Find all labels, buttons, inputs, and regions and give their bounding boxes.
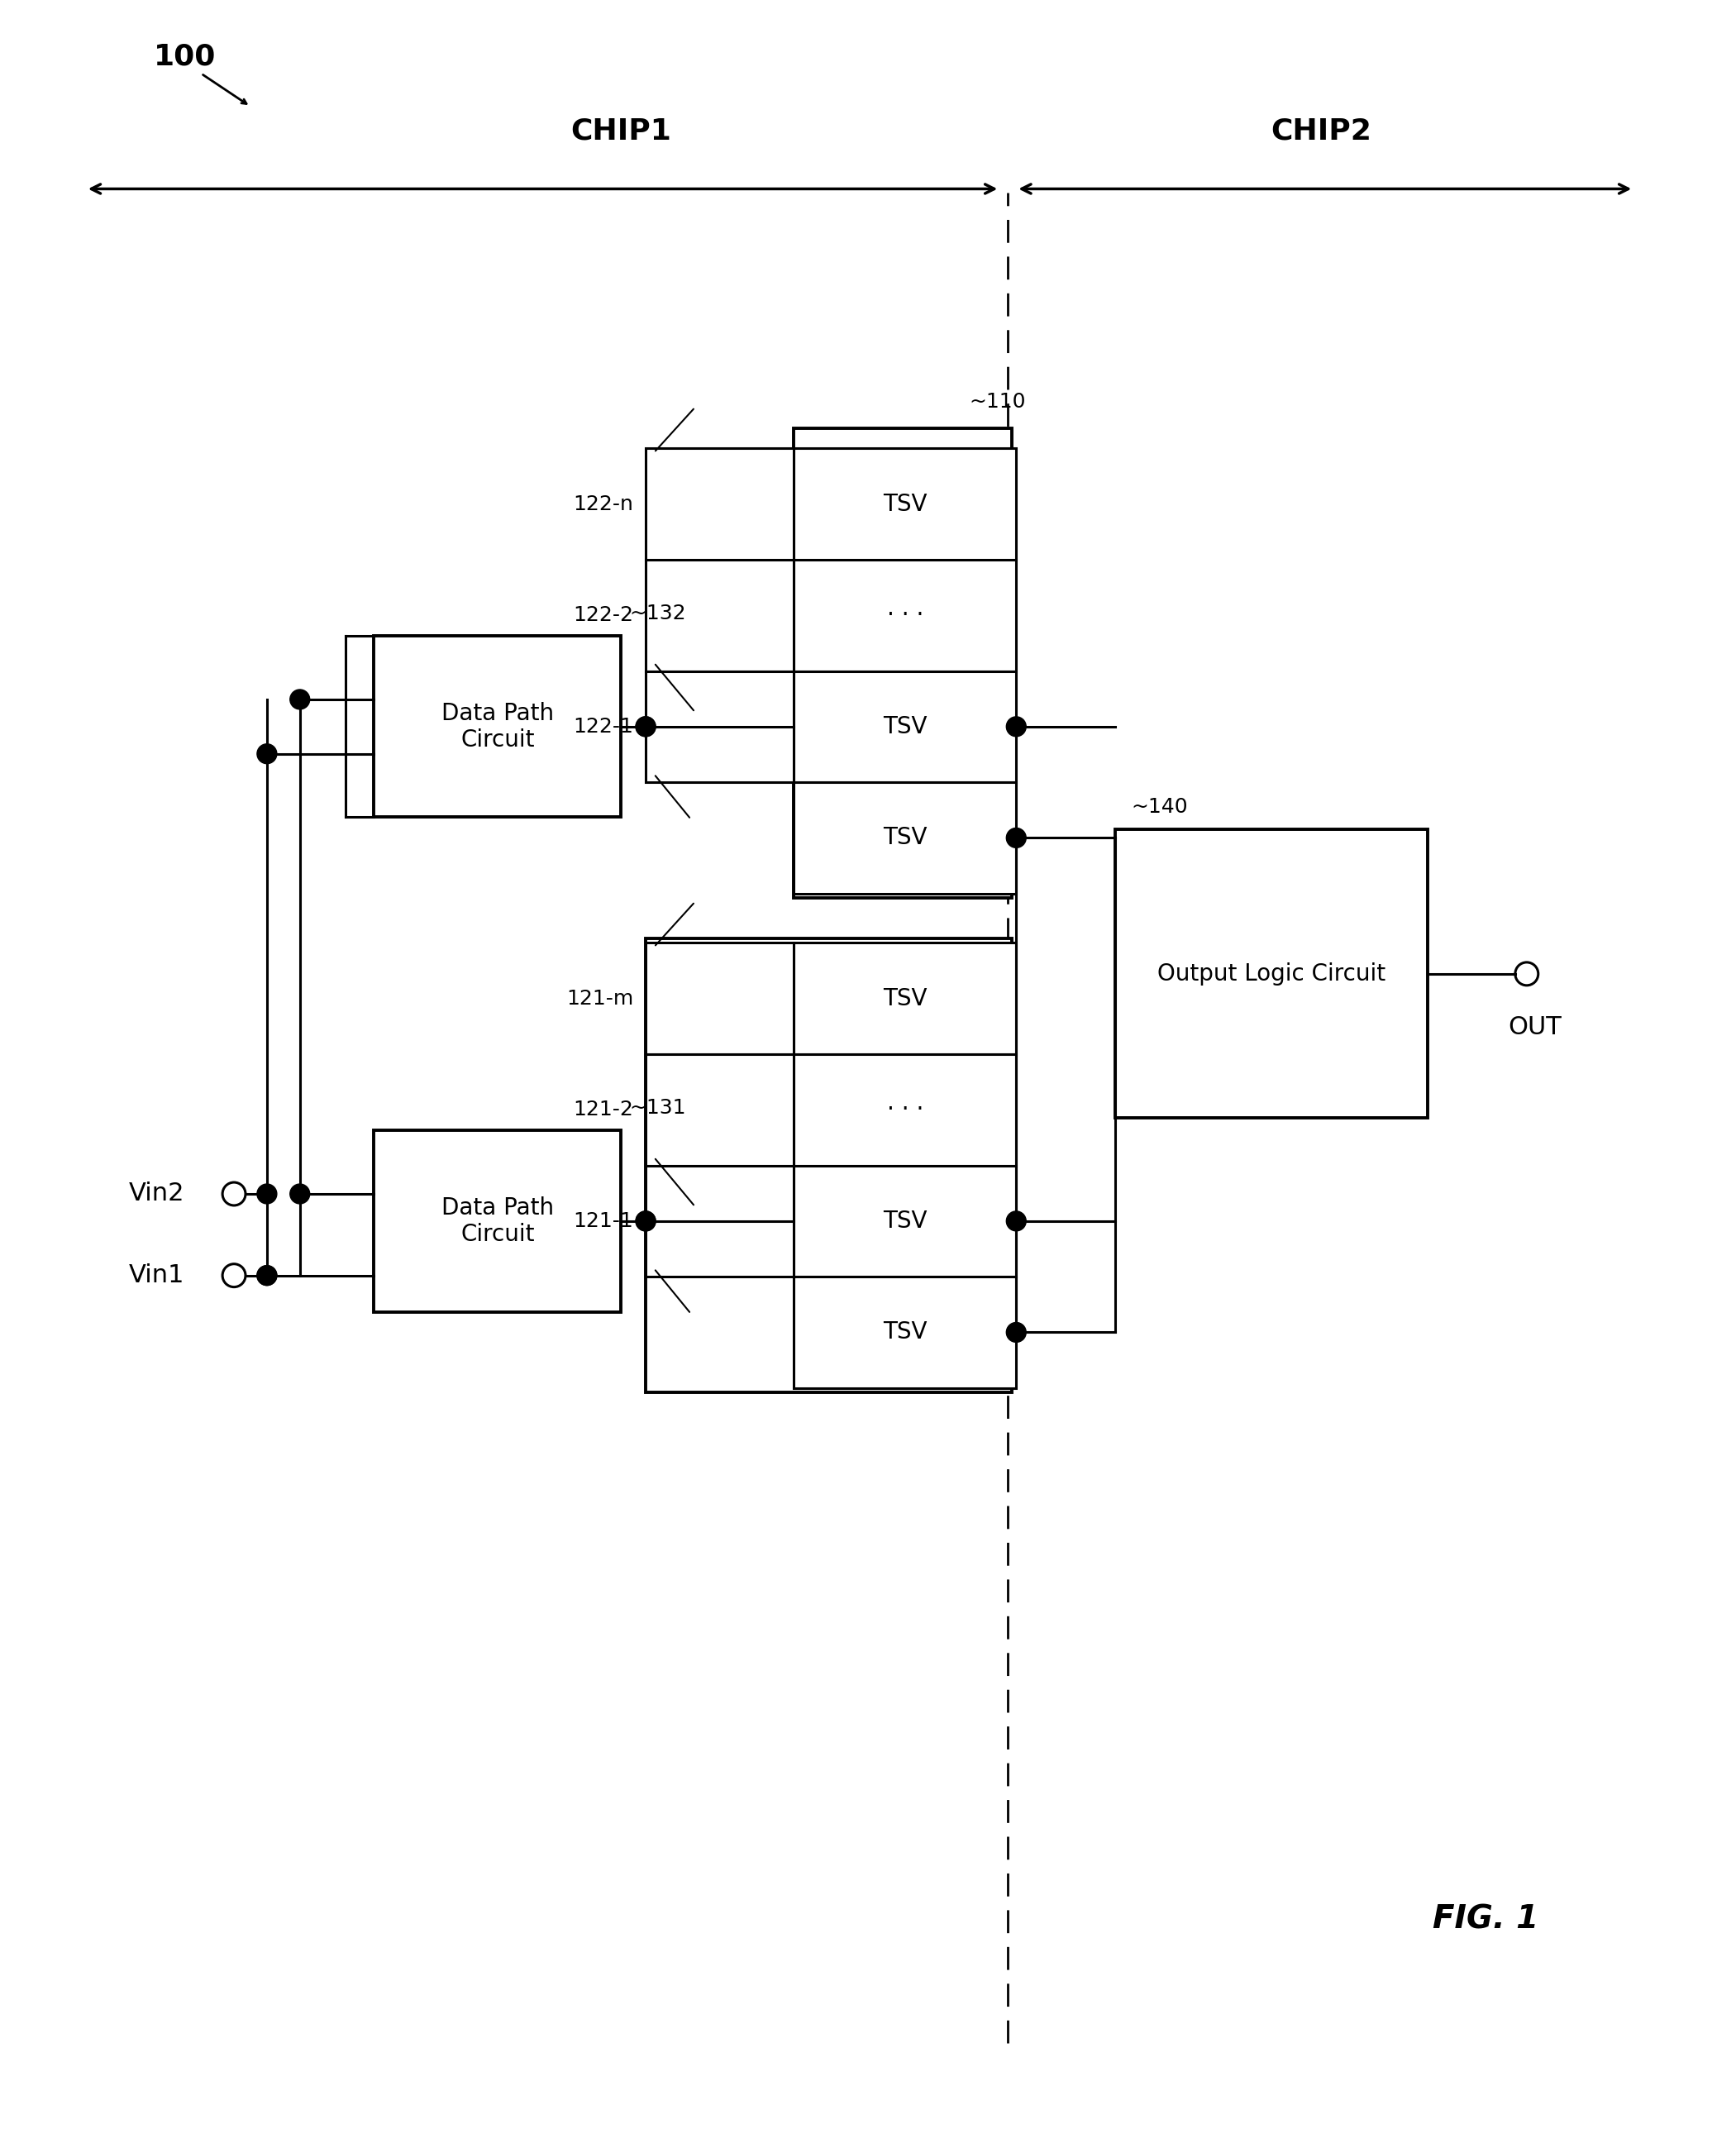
Text: · · ·: · · · (887, 605, 924, 626)
Bar (646, 671, 793, 781)
Circle shape (635, 1211, 656, 1231)
Circle shape (1007, 828, 1026, 847)
Circle shape (257, 1265, 276, 1286)
Circle shape (1007, 1322, 1026, 1341)
Text: Vin2: Vin2 (128, 1182, 184, 1205)
Bar (793, 671, 1016, 781)
Bar (373, 637, 621, 818)
Bar (1115, 830, 1429, 1118)
Circle shape (290, 690, 309, 709)
Bar (793, 428, 1012, 898)
Text: ~140: ~140 (1132, 798, 1187, 818)
Text: CHIP1: CHIP1 (571, 117, 672, 145)
Text: ~110: ~110 (969, 392, 1026, 411)
Text: Data Path
Circuit: Data Path Circuit (441, 703, 554, 752)
Text: 121-m: 121-m (566, 988, 634, 1009)
Circle shape (1007, 1211, 1026, 1231)
Text: TSV: TSV (884, 492, 927, 515)
Text: · · ·: · · · (887, 1099, 924, 1122)
Text: ~131: ~131 (628, 1099, 686, 1118)
Text: TSV: TSV (884, 1209, 927, 1233)
Text: Data Path
Circuit: Data Path Circuit (441, 1196, 554, 1245)
Text: TSV: TSV (884, 715, 927, 739)
Text: Vin1: Vin1 (128, 1262, 184, 1288)
Text: FIG. 1: FIG. 1 (1432, 1903, 1538, 1935)
Circle shape (1007, 717, 1026, 737)
Bar (793, 781, 1016, 894)
Bar (646, 560, 793, 671)
Circle shape (257, 1265, 276, 1286)
Text: CHIP2: CHIP2 (1271, 117, 1371, 145)
Text: 122-1: 122-1 (573, 717, 634, 737)
Circle shape (257, 743, 276, 764)
Circle shape (257, 1184, 276, 1203)
Text: 121-2: 121-2 (573, 1101, 634, 1120)
Bar (646, 449, 793, 560)
Bar (373, 1130, 621, 1311)
Text: OUT: OUT (1509, 1016, 1562, 1039)
Text: 122-2: 122-2 (573, 605, 634, 626)
Text: TSV: TSV (884, 826, 927, 849)
Bar (646, 1054, 793, 1165)
Bar (793, 449, 1016, 560)
Circle shape (635, 717, 656, 737)
Bar (793, 1277, 1016, 1388)
Text: Output Logic Circuit: Output Logic Circuit (1158, 962, 1385, 986)
Text: ~132: ~132 (628, 605, 686, 624)
Circle shape (290, 1184, 309, 1203)
Text: TSV: TSV (884, 988, 927, 1009)
Bar (646, 939, 1012, 1392)
Bar (793, 1054, 1016, 1165)
Text: 100: 100 (153, 43, 215, 70)
Circle shape (635, 717, 656, 737)
Bar (646, 1165, 793, 1277)
Bar (793, 1165, 1016, 1277)
Bar (793, 943, 1016, 1054)
Text: TSV: TSV (884, 1320, 927, 1343)
Text: 122-n: 122-n (573, 494, 634, 513)
Circle shape (635, 1211, 656, 1231)
Bar (646, 943, 793, 1054)
Bar (793, 560, 1016, 671)
Text: 121-1: 121-1 (573, 1211, 634, 1231)
